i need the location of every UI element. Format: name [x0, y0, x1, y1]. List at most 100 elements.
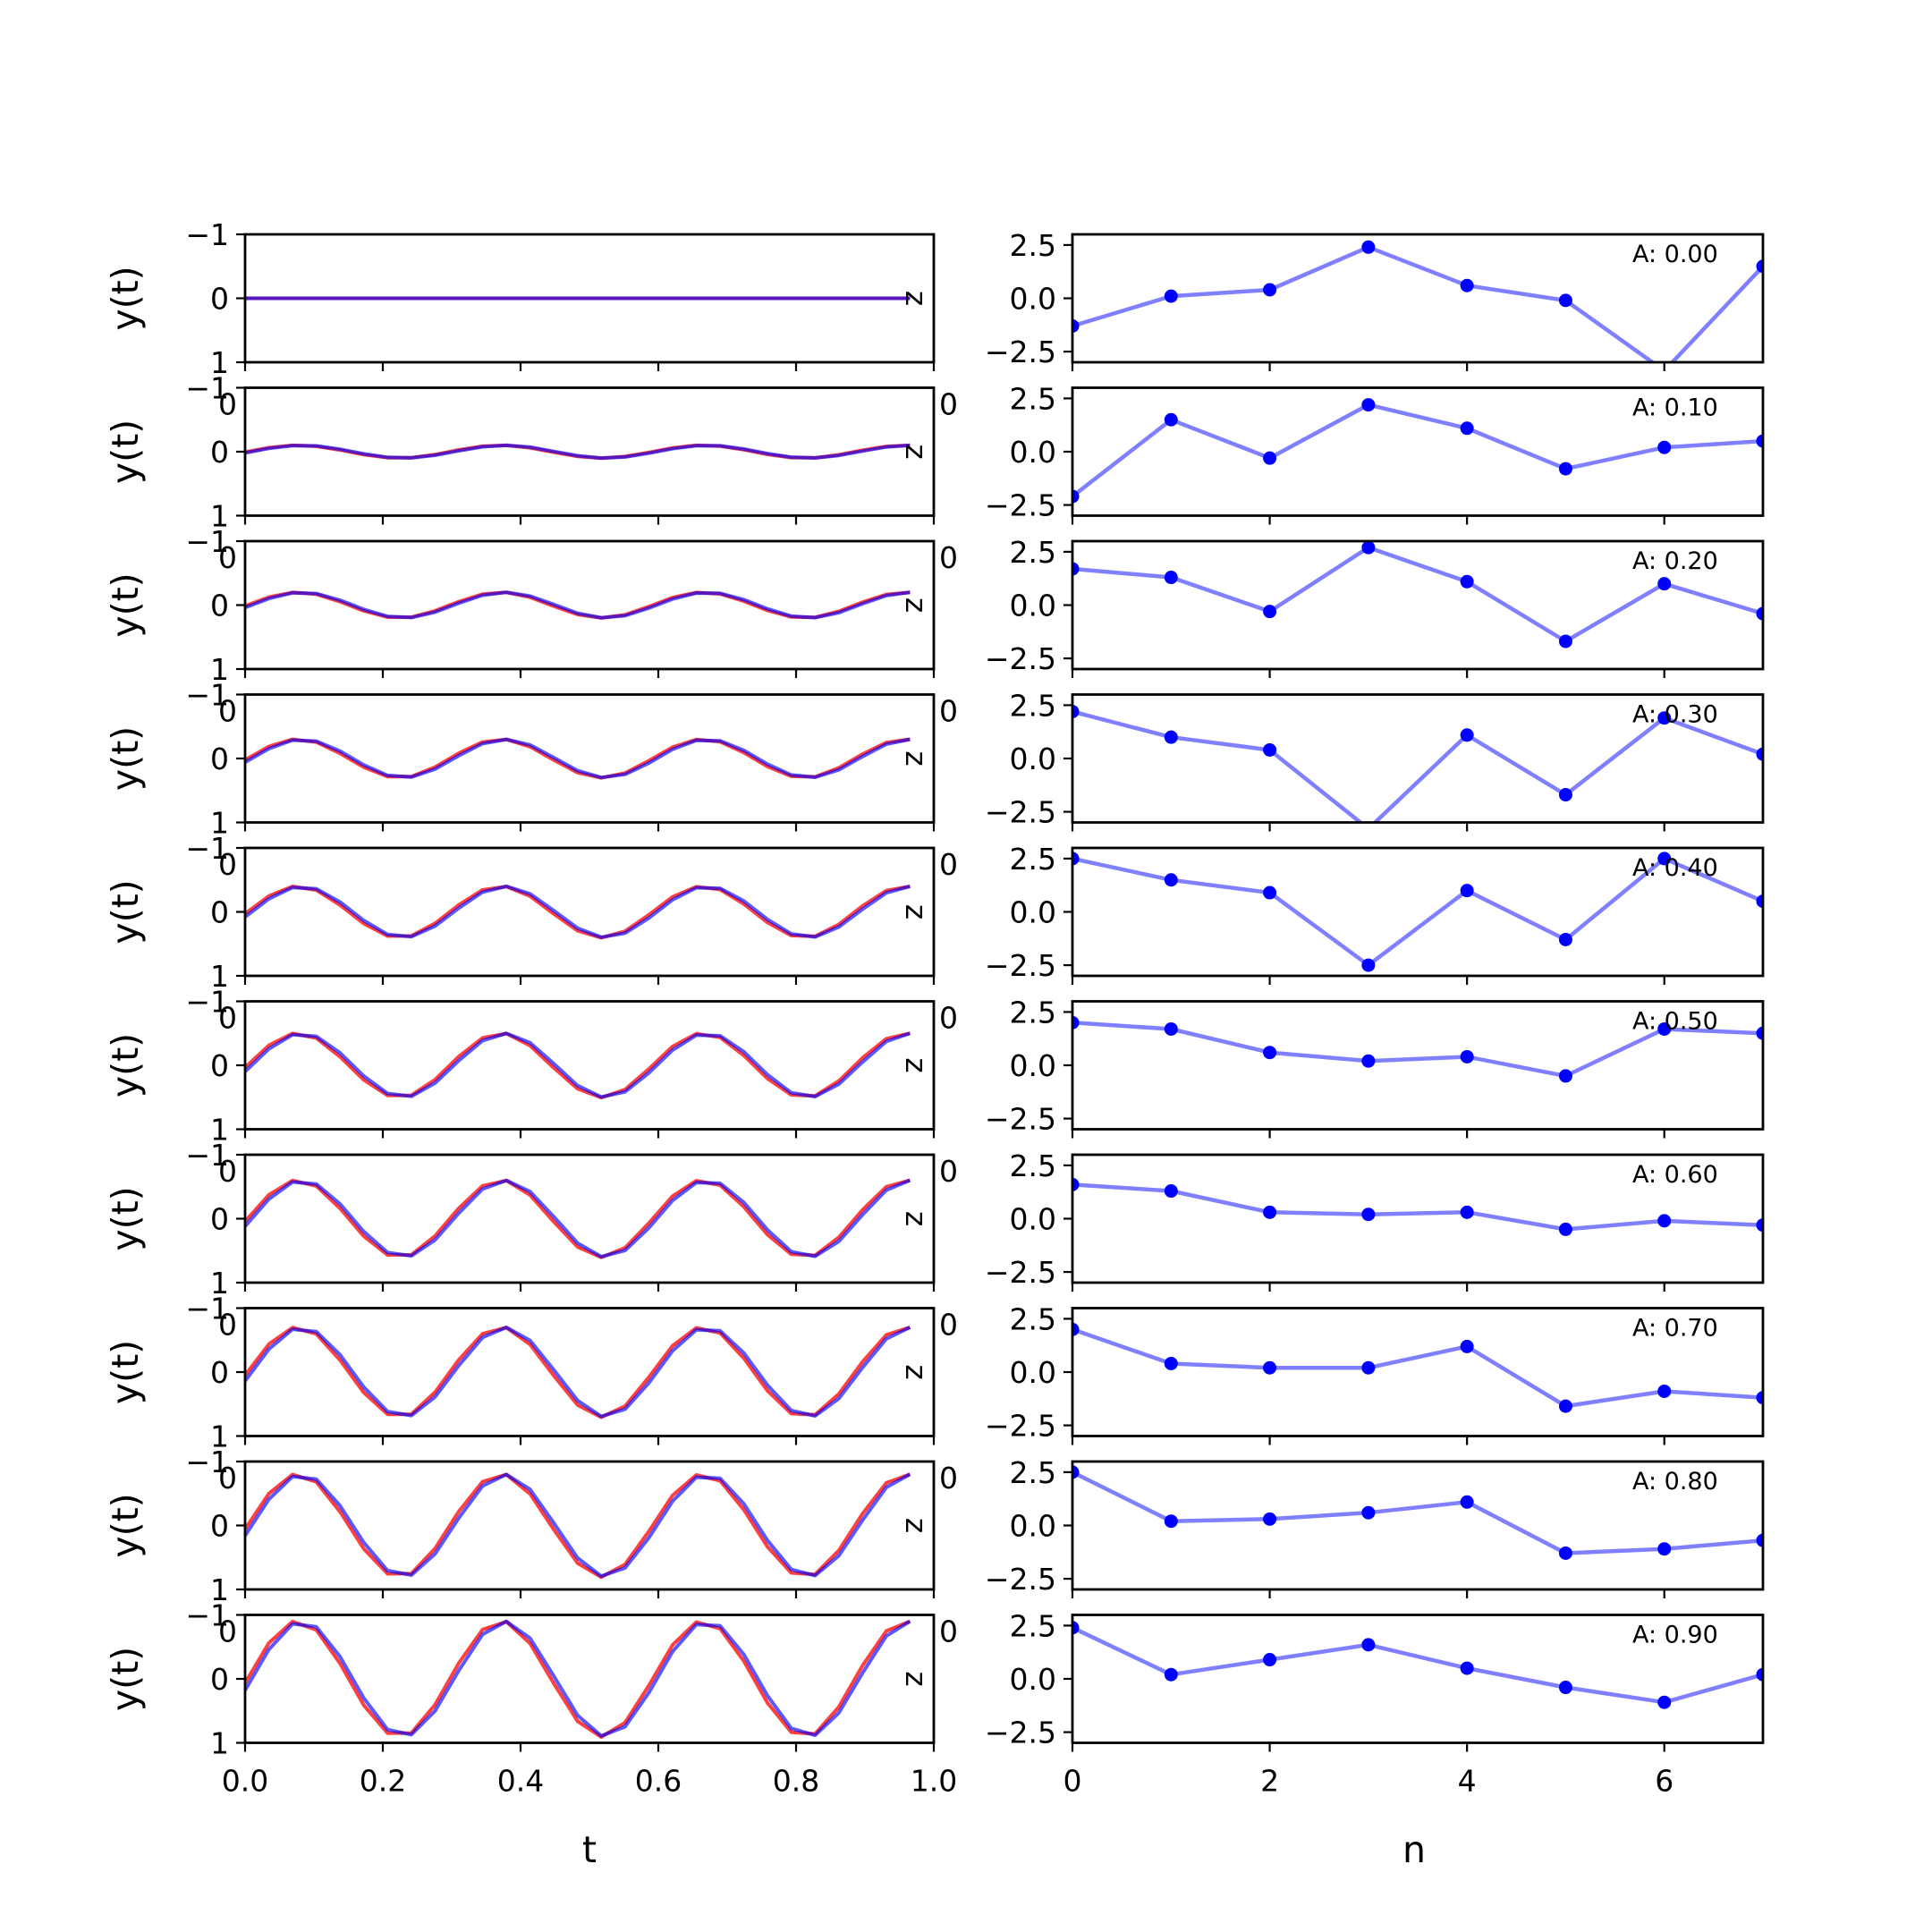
- series-point: [1072, 1322, 1080, 1336]
- series-point: [1558, 1222, 1572, 1236]
- series-point: [1361, 1360, 1376, 1375]
- corner-glyph: z: [899, 1057, 934, 1072]
- series-point: [1164, 873, 1178, 887]
- series-point: [1263, 1046, 1277, 1060]
- series-point: [1263, 1360, 1277, 1375]
- right-panel-8: 2.5 0.0 −2.5 A: 0.80: [985, 1455, 1765, 1598]
- right-panel-5: 2.5 0.0 −2.5 A: 0.50: [985, 995, 1765, 1139]
- series-point: [1263, 1205, 1277, 1219]
- x-tick-label: 0.8: [773, 1764, 819, 1799]
- overlap-tick-label: 0: [218, 694, 237, 729]
- wave-line-a: [243, 1472, 911, 1580]
- y-tick-label: 0: [210, 282, 229, 317]
- y-tick-label: −2.5: [985, 488, 1056, 523]
- overlap-tick-label: 0: [218, 1461, 237, 1496]
- right-panel-2: 2.5 0.0 −2.5 A: 0.20: [985, 535, 1765, 678]
- y-tick-label: −1: [185, 1292, 229, 1326]
- y-tick-label: 0: [210, 1509, 229, 1544]
- y-tick-label: 0: [210, 435, 229, 470]
- series-point: [1558, 1546, 1572, 1560]
- series-point: [1164, 730, 1178, 744]
- y-axis-title: y(t): [104, 1647, 147, 1711]
- y-tick-label: 2.5: [1010, 228, 1056, 263]
- corner-glyph: z: [899, 597, 934, 613]
- series-group: [1072, 852, 1763, 972]
- amplitude-annotation: A: 0.90: [1632, 1622, 1718, 1649]
- overlap-tick-label: 0: [218, 1308, 237, 1343]
- y-tick-label: 2.5: [1010, 995, 1056, 1030]
- y-tick-label: 0: [210, 895, 229, 930]
- overlap-tick-label: 0: [218, 1154, 237, 1189]
- series-point: [1263, 283, 1277, 297]
- y-tick-label: −2.5: [985, 1562, 1056, 1597]
- series-point: [1361, 240, 1376, 254]
- y-tick-label: 0.0: [1010, 1048, 1056, 1083]
- series-line: [1072, 1470, 1763, 1555]
- y-tick-label: −1: [185, 217, 229, 252]
- overlap-tick-label-right: 0: [939, 694, 958, 729]
- series-point: [1460, 884, 1474, 898]
- right-x-axis-title: n: [1402, 1828, 1426, 1871]
- wave-line-b: [243, 1178, 911, 1258]
- series-point: [1263, 886, 1277, 900]
- x-tick-label: 0.4: [497, 1764, 544, 1799]
- series-point: [1361, 1208, 1376, 1222]
- series-point: [1756, 434, 1763, 448]
- y-tick-label: −2.5: [985, 335, 1056, 369]
- overlap-tick-label-right: 0: [939, 1154, 958, 1189]
- x-tick-label: 0.2: [360, 1764, 406, 1799]
- y-tick-label: 2.5: [1010, 842, 1056, 877]
- series-group: [1072, 1177, 1763, 1236]
- x-tick-label: 0: [1063, 1764, 1082, 1799]
- y-tick-label: 2.5: [1010, 1455, 1056, 1490]
- amplitude-annotation: A: 0.70: [1632, 1315, 1718, 1343]
- wave-line-b: [243, 1326, 911, 1419]
- series-point: [1263, 451, 1277, 465]
- series-line: [1072, 545, 1763, 644]
- series-point: [1657, 1384, 1672, 1398]
- amplitude-annotation: A: 0.60: [1632, 1161, 1718, 1189]
- y-tick-label: 2.5: [1010, 688, 1056, 723]
- series-point: [1263, 605, 1277, 619]
- series-group: [1072, 1621, 1763, 1709]
- series-point: [1072, 489, 1080, 504]
- series-line: [1072, 245, 1763, 362]
- wave-line-b: [243, 1619, 911, 1738]
- series-point: [1164, 1667, 1178, 1682]
- y-tick-label: 1: [210, 806, 229, 841]
- overlap-tick-label-right: 0: [939, 387, 958, 422]
- series-line: [1072, 1327, 1763, 1409]
- series-point: [1164, 571, 1178, 585]
- series-point: [1756, 894, 1763, 909]
- overlap-tick-label-right: 0: [939, 1614, 958, 1649]
- series-point: [1164, 1184, 1178, 1199]
- y-tick-label: 2.5: [1010, 1148, 1056, 1183]
- right-panel-6: 2.5 0.0 −2.5 A: 0.60: [985, 1148, 1765, 1292]
- series-point: [1460, 728, 1474, 742]
- y-tick-label: 2.5: [1010, 1608, 1056, 1643]
- right-panel-7: 2.5 0.0 −2.5 A: 0.70: [985, 1301, 1765, 1445]
- series-point: [1263, 742, 1277, 757]
- series-point: [1756, 747, 1763, 761]
- series-point: [1072, 1465, 1080, 1479]
- y-axis-title: y(t): [104, 726, 147, 791]
- x-tick-label: 6: [1655, 1764, 1674, 1799]
- overlap-tick-label-right: 0: [939, 847, 958, 882]
- series-point: [1657, 1695, 1672, 1709]
- series-point: [1558, 788, 1572, 802]
- series-point: [1460, 421, 1474, 436]
- series-group: [1072, 240, 1763, 362]
- series-line: [1072, 709, 1763, 823]
- y-tick-label: −1: [185, 1138, 229, 1173]
- series-point: [1756, 1533, 1763, 1547]
- series-group: [1072, 1322, 1763, 1413]
- y-tick-label: 1: [210, 1726, 229, 1761]
- y-tick-label: −1: [185, 678, 229, 713]
- y-tick-label: 1: [210, 499, 229, 534]
- amplitude-annotation: A: 0.00: [1632, 241, 1718, 268]
- series-point: [1460, 1205, 1474, 1219]
- series-point: [1072, 562, 1080, 576]
- series-point: [1756, 606, 1763, 621]
